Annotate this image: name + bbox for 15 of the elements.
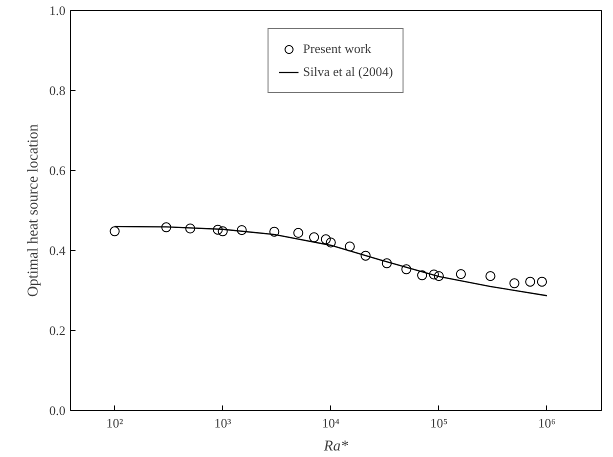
x-tick-label: 10⁶ <box>538 416 556 430</box>
x-axis-title: Ra* <box>322 438 349 454</box>
y-tick-label: 0.2 <box>49 323 66 338</box>
x-tick-label: 10⁴ <box>322 416 340 430</box>
y-tick-label: 1.0 <box>49 3 66 18</box>
x-tick-label: 10³ <box>214 416 232 430</box>
x-tick-label: 10² <box>106 416 124 430</box>
y-axis-title: Optimal heat source location <box>25 124 42 297</box>
legend-label: Present work <box>303 41 372 57</box>
y-tick-label: 0.8 <box>49 83 66 98</box>
legend-label: Silva et al (2004) <box>303 64 393 80</box>
y-tick-label: 0.4 <box>49 243 66 258</box>
x-tick-label: 10⁵ <box>430 416 448 430</box>
y-tick-label: 0.0 <box>49 403 66 418</box>
y-tick-label: 0.6 <box>49 163 66 178</box>
